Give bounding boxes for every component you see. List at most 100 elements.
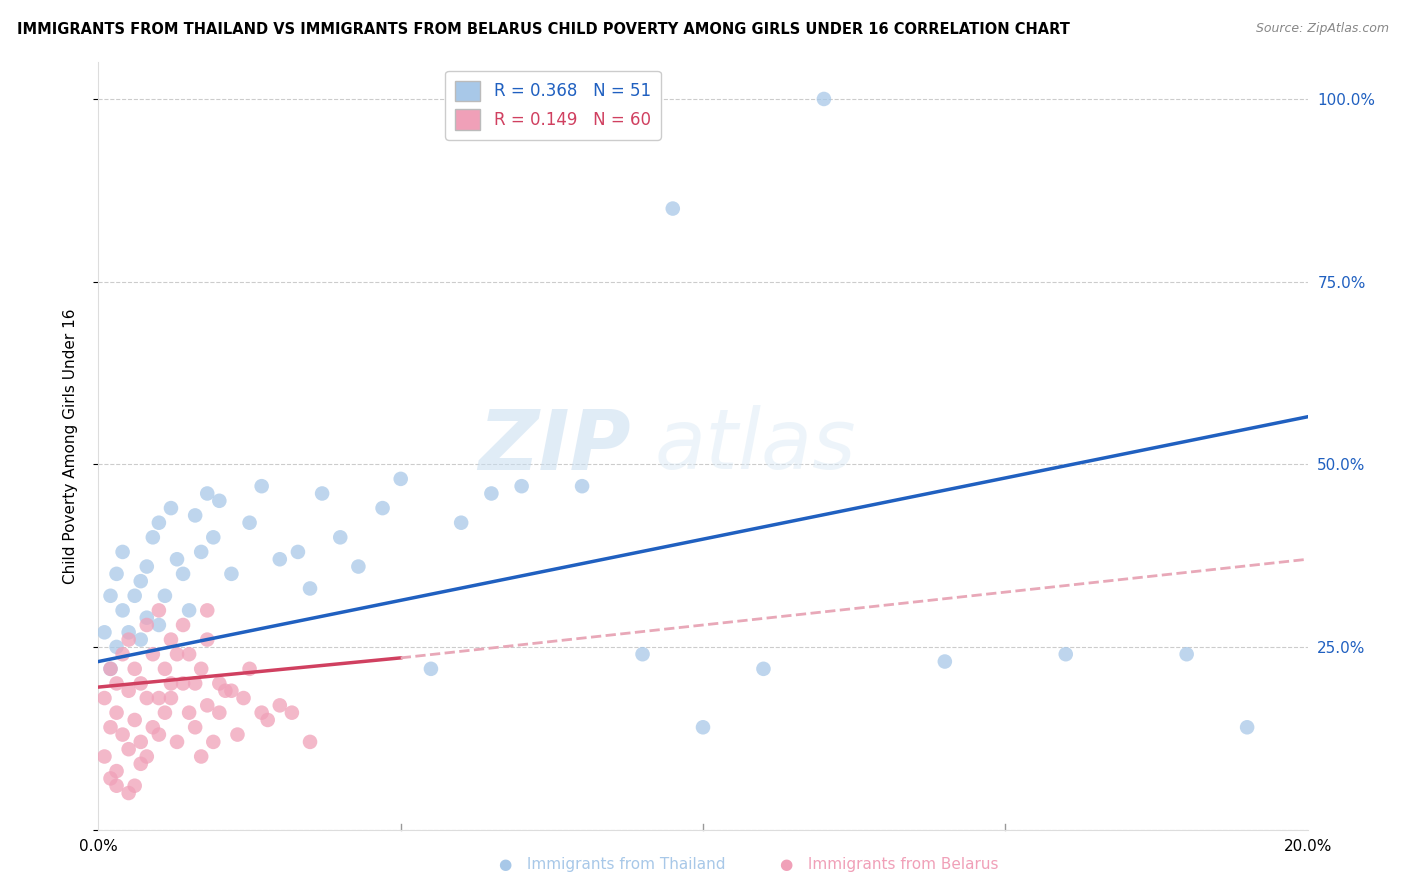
Point: [221, 683, 243, 698]
Point: [129, 632, 152, 647]
Point: [148, 728, 170, 742]
Point: [135, 749, 157, 764]
Point: [195, 632, 218, 647]
Point: [129, 676, 152, 690]
Point: [221, 566, 243, 581]
Point: [129, 735, 152, 749]
Point: [105, 566, 128, 581]
Point: [105, 764, 128, 778]
Point: [160, 676, 183, 690]
Point: [184, 676, 207, 690]
Point: [371, 501, 394, 516]
Point: [166, 552, 188, 566]
Y-axis label: Child Poverty Among Girls Under 16: Child Poverty Among Girls Under 16: [63, 309, 77, 583]
Text: ●   Immigrants from Thailand: ● Immigrants from Thailand: [499, 857, 725, 872]
Point: [160, 632, 183, 647]
Point: [256, 713, 278, 727]
Point: [118, 632, 141, 647]
Point: [135, 618, 157, 632]
Point: [184, 720, 207, 734]
Point: [124, 662, 146, 676]
Point: [111, 728, 134, 742]
Point: [232, 691, 254, 706]
Point: [105, 706, 128, 720]
Point: [214, 683, 236, 698]
Point: [389, 472, 412, 486]
Point: [299, 735, 322, 749]
Point: [269, 698, 291, 713]
Point: [118, 786, 141, 800]
Point: [153, 662, 176, 676]
Point: [129, 574, 152, 589]
Point: [311, 486, 333, 500]
Point: [661, 202, 683, 216]
Point: [153, 706, 176, 720]
Point: [195, 603, 218, 617]
Point: [179, 603, 201, 617]
Point: [450, 516, 472, 530]
Point: [142, 530, 165, 544]
Point: [202, 530, 225, 544]
Legend: R = 0.368   N = 51, R = 0.149   N = 60: R = 0.368 N = 51, R = 0.149 N = 60: [446, 70, 661, 140]
Point: [692, 720, 714, 734]
Point: [510, 479, 533, 493]
Point: [239, 516, 262, 530]
Point: [118, 742, 141, 756]
Point: [118, 625, 141, 640]
Point: [287, 545, 309, 559]
Point: [752, 662, 775, 676]
Point: [118, 683, 141, 698]
Point: [1175, 647, 1198, 661]
Point: [135, 610, 157, 624]
Text: atlas: atlas: [655, 406, 856, 486]
Point: [100, 662, 122, 676]
Point: [129, 756, 152, 771]
Point: [148, 618, 170, 632]
Point: [172, 618, 194, 632]
Point: [148, 691, 170, 706]
Point: [571, 479, 593, 493]
Point: [250, 479, 273, 493]
Point: [93, 691, 115, 706]
Point: [208, 706, 231, 720]
Point: [813, 92, 835, 106]
Point: [1236, 720, 1258, 734]
Point: [142, 720, 165, 734]
Point: [105, 779, 128, 793]
Point: [239, 662, 262, 676]
Point: [179, 706, 201, 720]
Text: ●   Immigrants from Belarus: ● Immigrants from Belarus: [780, 857, 998, 872]
Point: [934, 655, 956, 669]
Point: [179, 647, 201, 661]
Point: [100, 772, 122, 786]
Point: [166, 647, 188, 661]
Point: [105, 640, 128, 654]
Point: [111, 603, 134, 617]
Point: [166, 735, 188, 749]
Point: [100, 589, 122, 603]
Point: [281, 706, 304, 720]
Point: [148, 603, 170, 617]
Point: [124, 589, 146, 603]
Point: [347, 559, 370, 574]
Point: [208, 676, 231, 690]
Point: [135, 559, 157, 574]
Point: [153, 589, 176, 603]
Point: [195, 486, 218, 500]
Point: [160, 691, 183, 706]
Point: [93, 749, 115, 764]
Point: [226, 728, 249, 742]
Point: [1054, 647, 1077, 661]
Point: [208, 493, 231, 508]
Text: IMMIGRANTS FROM THAILAND VS IMMIGRANTS FROM BELARUS CHILD POVERTY AMONG GIRLS UN: IMMIGRANTS FROM THAILAND VS IMMIGRANTS F…: [17, 22, 1070, 37]
Point: [184, 508, 207, 523]
Point: [190, 545, 212, 559]
Point: [195, 698, 218, 713]
Point: [142, 647, 165, 661]
Point: [190, 662, 212, 676]
Point: [100, 662, 122, 676]
Point: [135, 691, 157, 706]
Point: [124, 713, 146, 727]
Point: [329, 530, 352, 544]
Point: [111, 545, 134, 559]
